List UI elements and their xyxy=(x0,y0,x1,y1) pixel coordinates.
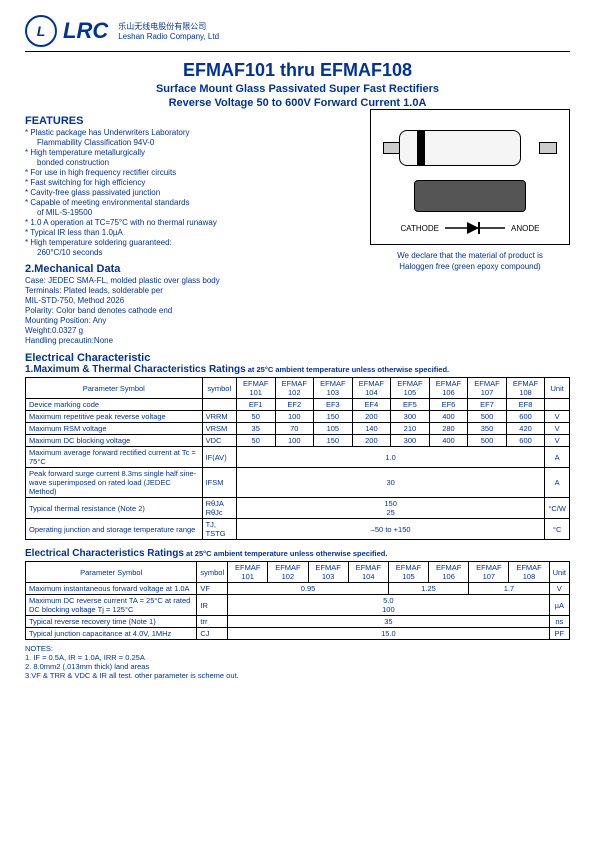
mech-terminals: Terminals: Plated leads, solderable per xyxy=(25,286,350,295)
logo-icon: L xyxy=(25,15,57,47)
mech-handling: Handling precautin:None xyxy=(25,336,350,345)
logo-text: LRC xyxy=(63,18,108,44)
notes: NOTES: 1. IF = 0.5A, IR = 1.0A, IRR = 0.… xyxy=(25,644,570,680)
features-list: Plastic package has Underwriters Laborat… xyxy=(25,128,350,257)
header: L LRC 乐山无线电股份有限公司 Leshan Radio Company, … xyxy=(25,15,570,52)
page-title: EFMAF101 thru EFMAF108 xyxy=(25,60,570,81)
diode-icon xyxy=(445,220,505,236)
declaration: We declare that the material of product … xyxy=(370,251,570,260)
diode-symbol: CATHODE ANODE xyxy=(379,220,561,236)
feature-item: Cavity-free glass passivated junction xyxy=(33,188,350,197)
company-name: 乐山无线电股份有限公司 Leshan Radio Company, Ltd xyxy=(118,21,219,41)
mech-mounting: Mounting Position: Any xyxy=(25,316,350,325)
subtitle-1: Surface Mount Glass Passivated Super Fas… xyxy=(25,83,570,95)
feature-item: High temperature soldering guaranteed: xyxy=(33,238,350,247)
features-heading: FEATURES xyxy=(25,115,350,127)
elec-heading: Electrical Characteristic xyxy=(25,352,570,364)
ratings-table-1: Parameter SymbolsymbolEFMAF 101EFMAF 102… xyxy=(25,377,570,540)
ratings-table-2: Parameter SymbolsymbolEFMAF 101EFMAF 102… xyxy=(25,561,570,640)
mech-heading: 2.Mechanical Data xyxy=(25,263,350,275)
feature-item: For use in high frequency rectifier circ… xyxy=(33,168,350,177)
subtitle-2: Reverse Voltage 50 to 600V Forward Curre… xyxy=(25,97,570,109)
feature-item: Plastic package has Underwriters Laborat… xyxy=(33,128,350,137)
mech-polarity: Polarity: Color band denotes cathode end xyxy=(25,306,350,315)
table2-title: Electrical Characteristics Ratings xyxy=(25,548,184,559)
feature-item: Fast switching for high efficiency xyxy=(33,178,350,187)
mech-weight: Weight:0.0327 g xyxy=(25,326,350,335)
feature-item: High temperature metallurgically xyxy=(33,148,350,157)
table1-title: 1.Maximum & Thermal Characteristics Rati… xyxy=(25,364,246,375)
logo: L LRC 乐山无线电股份有限公司 Leshan Radio Company, … xyxy=(25,15,219,47)
package-diagram: CATHODE ANODE xyxy=(370,109,570,245)
feature-item: Capable of meeting environmental standar… xyxy=(33,198,350,207)
mech-case: Case: JEDEC SMA-FL, molded plastic over … xyxy=(25,276,350,285)
feature-item: Typical IR less than 1.0µA xyxy=(33,228,350,237)
feature-item: 1.0 A operation at TC=75°C with no therm… xyxy=(33,218,350,227)
